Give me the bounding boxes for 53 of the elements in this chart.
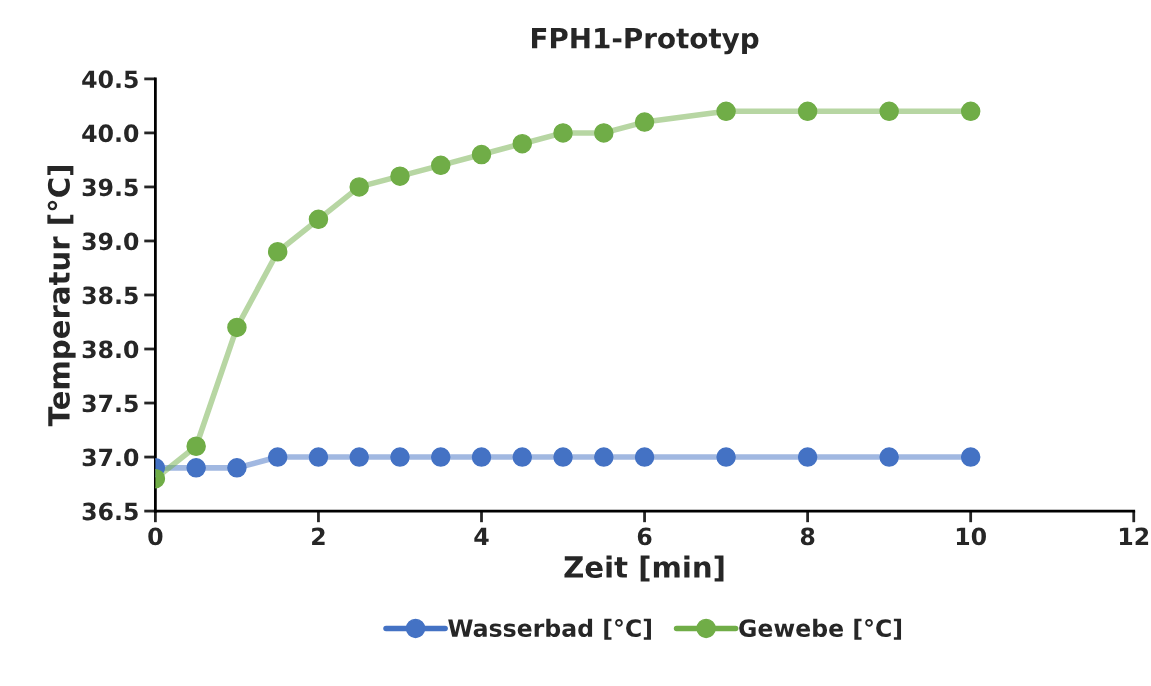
point bbox=[879, 447, 899, 467]
x-tick-label: 0 bbox=[148, 527, 163, 546]
y-tick-label: 39.0 bbox=[82, 232, 139, 251]
point bbox=[553, 447, 573, 467]
point bbox=[227, 458, 247, 478]
point bbox=[553, 123, 573, 143]
chart-title: FPH1-Prototyp bbox=[532, 28, 759, 55]
y-tick-label: 37.0 bbox=[82, 448, 139, 467]
point bbox=[308, 447, 329, 467]
y-tick-label: 36.5 bbox=[82, 502, 138, 521]
y-tick-label: 38.5 bbox=[82, 286, 138, 305]
point bbox=[267, 447, 288, 467]
point bbox=[471, 447, 492, 467]
x-tick-label: 8 bbox=[800, 527, 815, 546]
x-tick-label: 4 bbox=[474, 527, 489, 545]
point bbox=[227, 317, 247, 338]
point bbox=[186, 436, 206, 456]
point bbox=[349, 447, 369, 467]
point bbox=[716, 447, 736, 467]
point bbox=[634, 112, 655, 132]
point bbox=[716, 101, 736, 122]
point bbox=[186, 458, 206, 478]
y-tick-label: 40.0 bbox=[82, 124, 139, 143]
point bbox=[879, 101, 899, 122]
x-axis-title: Zeit [min] bbox=[564, 555, 724, 582]
y-tick-label: 40.5 bbox=[82, 70, 138, 89]
point bbox=[512, 447, 533, 467]
point bbox=[594, 123, 614, 143]
point bbox=[797, 447, 818, 467]
point bbox=[594, 447, 614, 467]
point bbox=[308, 209, 329, 230]
point bbox=[430, 447, 451, 467]
point bbox=[634, 447, 655, 467]
point bbox=[430, 155, 451, 176]
x-tick-label: 10 bbox=[956, 527, 986, 546]
y-tick-label: 37.5 bbox=[82, 394, 138, 413]
x-tick-label: 12 bbox=[1119, 527, 1149, 545]
legend-label: Wasserbad [°C] bbox=[448, 618, 651, 640]
y-tick-label: 39.5 bbox=[82, 178, 138, 197]
point bbox=[390, 447, 410, 467]
point bbox=[960, 101, 981, 122]
x-tick-label: 6 bbox=[637, 527, 652, 546]
y-axis-title: Temperatur [°C] bbox=[47, 166, 76, 427]
point bbox=[797, 101, 818, 122]
x-tick-label: 2 bbox=[312, 527, 325, 545]
legend-label: Gewebe [°C] bbox=[739, 618, 902, 640]
point bbox=[512, 133, 533, 154]
point bbox=[267, 242, 288, 262]
point bbox=[349, 177, 369, 197]
point bbox=[960, 447, 981, 467]
y-tick-label: 38.0 bbox=[82, 340, 139, 359]
point bbox=[471, 144, 492, 165]
point bbox=[390, 166, 410, 186]
